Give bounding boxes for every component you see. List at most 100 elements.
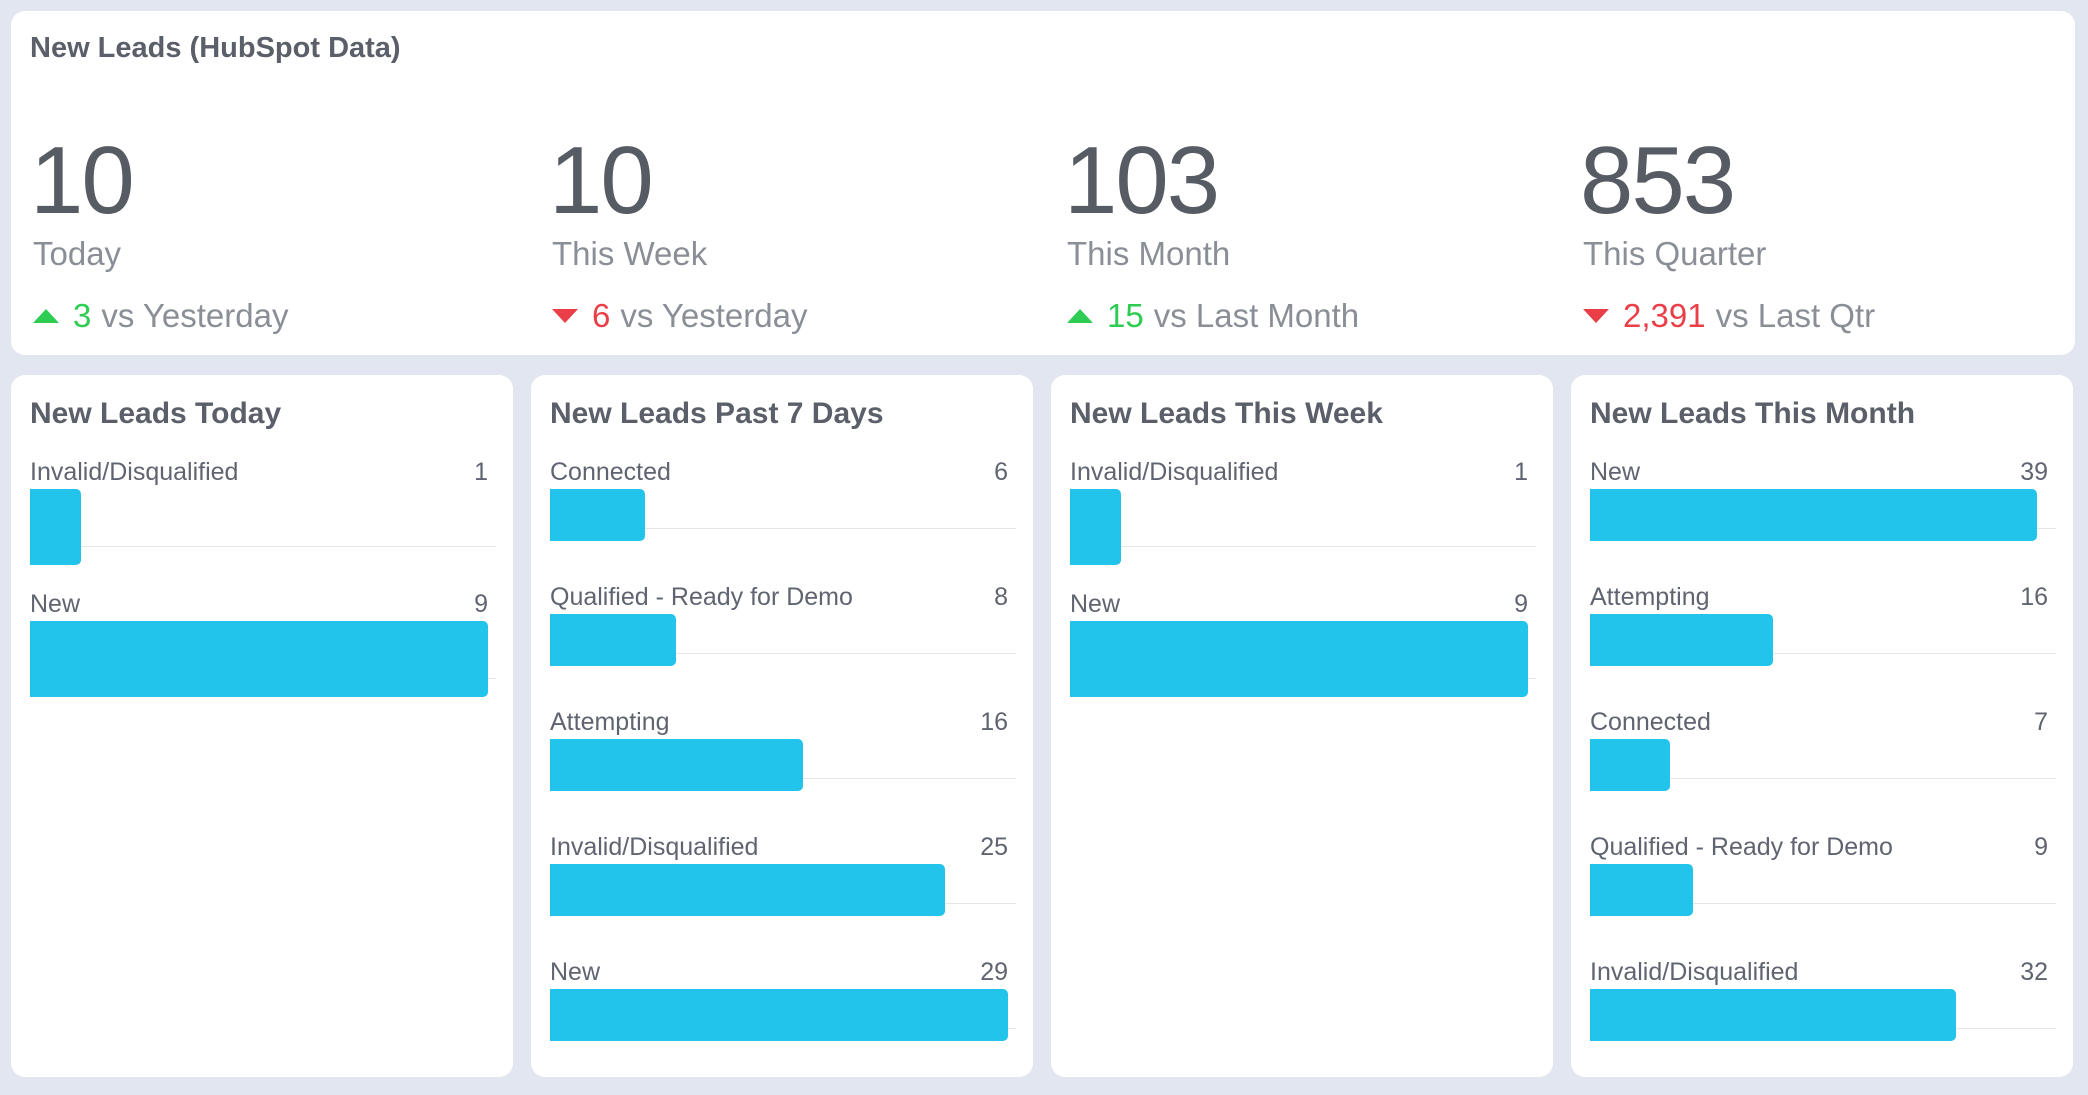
kpi-today[interactable]: 10 Today 3 vs Yesterday bbox=[30, 131, 530, 335]
triangle-up-icon bbox=[33, 309, 59, 323]
bar-row[interactable]: Connected 7 bbox=[1590, 705, 2056, 830]
bar-track bbox=[30, 489, 496, 587]
bar-row[interactable]: Invalid/Disqualified 1 bbox=[30, 455, 496, 587]
chart-title: New Leads This Week bbox=[1070, 397, 1383, 430]
bar[interactable] bbox=[1070, 489, 1121, 565]
bar[interactable] bbox=[30, 621, 488, 697]
bar-category-label: Invalid/Disqualified bbox=[1070, 458, 1279, 486]
bar-gridline bbox=[1070, 546, 1536, 547]
kpi-comparison: 6 vs Yesterday bbox=[552, 297, 1049, 335]
bar-row[interactable]: New 9 bbox=[30, 587, 496, 719]
bar-value-label: 29 bbox=[980, 958, 1008, 986]
kpi-delta: 3 bbox=[73, 297, 92, 334]
triangle-down-icon bbox=[552, 309, 578, 323]
bar-row[interactable]: Invalid/Disqualified 32 bbox=[1590, 955, 2056, 1080]
bar-value-label: 32 bbox=[2020, 958, 2048, 986]
kpi-comparison: 2,391 vs Last Qtr bbox=[1583, 297, 2080, 335]
kpi-this-month[interactable]: 103 This Month 15 vs Last Month bbox=[1064, 131, 1564, 335]
bar-row[interactable]: Attempting 16 bbox=[1590, 580, 2056, 705]
kpi-this-quarter[interactable]: 853 This Quarter 2,391 vs Last Qtr bbox=[1580, 131, 2080, 335]
bar[interactable] bbox=[550, 489, 645, 541]
bar-value-label: 1 bbox=[474, 458, 488, 486]
bar-value-label: 7 bbox=[2034, 708, 2048, 736]
bar-track bbox=[550, 864, 1016, 955]
bar-value-label: 9 bbox=[2034, 833, 2048, 861]
kpi-summary-panel: New Leads (HubSpot Data) 10 Today 3 vs Y… bbox=[11, 11, 2075, 355]
bar[interactable] bbox=[550, 739, 803, 791]
bar-value-label: 9 bbox=[1514, 590, 1528, 618]
kpi-compare-label: vs Last Qtr bbox=[1715, 297, 1876, 334]
bar[interactable] bbox=[550, 989, 1008, 1041]
bar-list: Invalid/Disqualified 1 New 9 bbox=[1070, 455, 1536, 719]
bar-row-header: New 29 bbox=[550, 955, 1016, 989]
bar-row[interactable]: Invalid/Disqualified 25 bbox=[550, 830, 1016, 955]
chart-new-leads-today: New Leads Today Invalid/Disqualified 1 New… bbox=[11, 375, 513, 1077]
bar-category-label: New bbox=[1070, 590, 1121, 618]
chart-new-leads-this-week: New Leads This Week Invalid/Disqualified… bbox=[1051, 375, 1553, 1077]
kpi-label: This Month bbox=[1067, 235, 1231, 272]
bar[interactable] bbox=[1590, 864, 1693, 916]
kpi-delta: 6 bbox=[592, 297, 611, 334]
bar-row-header: New 9 bbox=[30, 587, 496, 621]
bar-row[interactable]: New 39 bbox=[1590, 455, 2056, 580]
bar-track bbox=[1590, 739, 2056, 830]
bar-list: Connected 6 Qualified - Ready for Demo 8 Att… bbox=[550, 455, 1016, 1080]
chart-new-leads-past-7-days: New Leads Past 7 Days Connected 6 Qualifie… bbox=[531, 375, 1033, 1077]
bar-gridline bbox=[1590, 653, 2056, 654]
bar-row[interactable]: Invalid/Disqualified 1 bbox=[1070, 455, 1536, 587]
kpi-delta: 2,391 bbox=[1623, 297, 1706, 334]
bar-row-header: Invalid/Disqualified 32 bbox=[1590, 955, 2056, 989]
bar-list: New 39 Attempting 16 Connected 7 Qualified - R… bbox=[1590, 455, 2056, 1080]
chart-title: New Leads Today bbox=[30, 397, 282, 430]
bar[interactable] bbox=[1590, 739, 1670, 791]
bar-value-label: 1 bbox=[1514, 458, 1528, 486]
bar-row-header: New 9 bbox=[1070, 587, 1536, 621]
bar-category-label: Connected bbox=[1590, 708, 1711, 736]
bar-category-label: Attempting bbox=[550, 708, 670, 736]
bar-category-label: New bbox=[550, 958, 601, 986]
bar[interactable] bbox=[550, 614, 676, 666]
bar[interactable] bbox=[1590, 989, 1956, 1041]
bar[interactable] bbox=[550, 864, 945, 916]
bar[interactable] bbox=[1070, 621, 1528, 697]
bar[interactable] bbox=[30, 489, 81, 565]
bar-row-header: Invalid/Disqualified 25 bbox=[550, 830, 1016, 864]
bar-row[interactable]: Qualified - Ready for Demo 9 bbox=[1590, 830, 2056, 955]
triangle-up-icon bbox=[1067, 309, 1093, 323]
bar-category-label: New bbox=[1590, 458, 1641, 486]
kpi-value: 853 bbox=[1580, 127, 1736, 234]
bar-value-label: 6 bbox=[994, 458, 1008, 486]
bar-row[interactable]: Connected 6 bbox=[550, 455, 1016, 580]
bar-row-header: New 39 bbox=[1590, 455, 2056, 489]
bar-row-header: Connected 7 bbox=[1590, 705, 2056, 739]
bar-category-label: Attempting bbox=[1590, 583, 1710, 611]
kpi-value: 10 bbox=[30, 127, 135, 234]
kpi-label: This Week bbox=[552, 235, 708, 272]
bar-value-label: 8 bbox=[994, 583, 1008, 611]
bar-row[interactable]: Attempting 16 bbox=[550, 705, 1016, 830]
bar-track bbox=[550, 989, 1016, 1080]
bar[interactable] bbox=[1590, 489, 2037, 541]
chart-new-leads-this-month: New Leads This Month New 39 Attempting 16 Co… bbox=[1571, 375, 2073, 1077]
bar-row[interactable]: New 9 bbox=[1070, 587, 1536, 719]
bar-track bbox=[1590, 614, 2056, 705]
bar-track bbox=[1590, 989, 2056, 1080]
bar-category-label: Qualified - Ready for Demo bbox=[550, 583, 853, 611]
bar-gridline bbox=[550, 653, 1016, 654]
bar-row-header: Invalid/Disqualified 1 bbox=[1070, 455, 1536, 489]
bar-row-header: Attempting 16 bbox=[550, 705, 1016, 739]
kpi-comparison: 15 vs Last Month bbox=[1067, 297, 1564, 335]
bar[interactable] bbox=[1590, 614, 1773, 666]
kpi-value: 103 bbox=[1064, 127, 1220, 234]
kpi-this-week[interactable]: 10 This Week 6 vs Yesterday bbox=[549, 131, 1049, 335]
bar-value-label: 39 bbox=[2020, 458, 2048, 486]
chart-title: New Leads Past 7 Days bbox=[550, 397, 884, 430]
kpi-label: Today bbox=[33, 235, 122, 272]
bar-category-label: Invalid/Disqualified bbox=[550, 833, 759, 861]
bar-row[interactable]: Qualified - Ready for Demo 8 bbox=[550, 580, 1016, 705]
bar-row-header: Qualified - Ready for Demo 9 bbox=[1590, 830, 2056, 864]
bar-gridline bbox=[1590, 778, 2056, 779]
bar-row[interactable]: New 29 bbox=[550, 955, 1016, 1080]
bar-track bbox=[1070, 621, 1536, 719]
kpi-value: 10 bbox=[549, 127, 654, 234]
